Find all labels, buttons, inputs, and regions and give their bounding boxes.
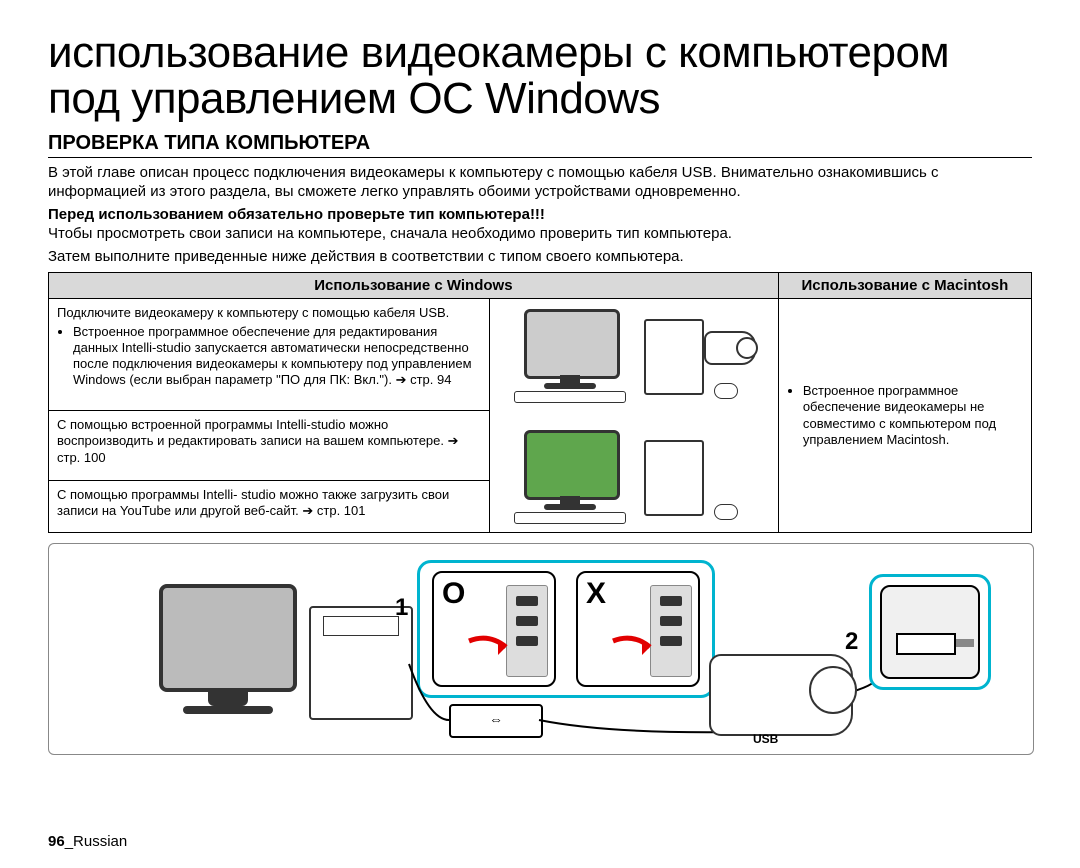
- comparison-table: Использование с Windows Использование с …: [48, 272, 1032, 533]
- connection-diagram: 1 O X ⇔: [48, 543, 1034, 755]
- warning-bold: Перед использованием обязательно проверь…: [48, 206, 1032, 223]
- rig-illustration-1: [504, 303, 764, 403]
- mac-bullet: Встроенное программное обеспечение видео…: [803, 383, 1023, 448]
- page-number-suffix: _Russian: [65, 833, 128, 850]
- windows-row-1-text: Подключите видеокамеру к компьютеру с по…: [49, 299, 490, 411]
- usb-label: USB: [753, 732, 778, 746]
- col-header-windows: Использование с Windows: [49, 273, 779, 299]
- instruction-line-2: Затем выполните приведенные ниже действи…: [48, 248, 1032, 267]
- section-heading: ПРОВЕРКА ТИПА КОМПЬЮТЕРА: [48, 132, 1032, 158]
- instruction-line-1: Чтобы просмотреть свои записи на компьют…: [48, 225, 1032, 244]
- windows-illustration-cell: [489, 299, 778, 533]
- step-label-2: 2: [845, 628, 858, 656]
- camcorder-port-icon: [880, 585, 980, 679]
- page-title: использование видеокамеры с компьютером …: [48, 30, 1032, 122]
- usb-plug-icon: [896, 633, 956, 655]
- rig-illustration-2: [504, 424, 764, 524]
- page-number-value: 96: [48, 833, 65, 850]
- row-1-lead: Подключите видеокамеру к компьютеру с по…: [57, 305, 449, 320]
- windows-row-2-text: С помощью встроенной программы Intelli-s…: [49, 411, 490, 481]
- page-number: 96_Russian: [48, 833, 127, 850]
- callout-group-2: [869, 574, 991, 690]
- camcorder-icon: [709, 654, 853, 736]
- row-1-bullet: Встроенное программное обеспечение для р…: [73, 324, 481, 389]
- intro-paragraph: В этой главе описан процесс подключения …: [48, 164, 1032, 202]
- mac-cell: Встроенное программное обеспечение видео…: [778, 299, 1031, 533]
- table-row: Подключите видеокамеру к компьютеру с по…: [49, 299, 1032, 411]
- col-header-mac: Использование с Macintosh: [778, 273, 1031, 299]
- windows-row-3-text: С помощью программы Intelli- studio можн…: [49, 481, 490, 533]
